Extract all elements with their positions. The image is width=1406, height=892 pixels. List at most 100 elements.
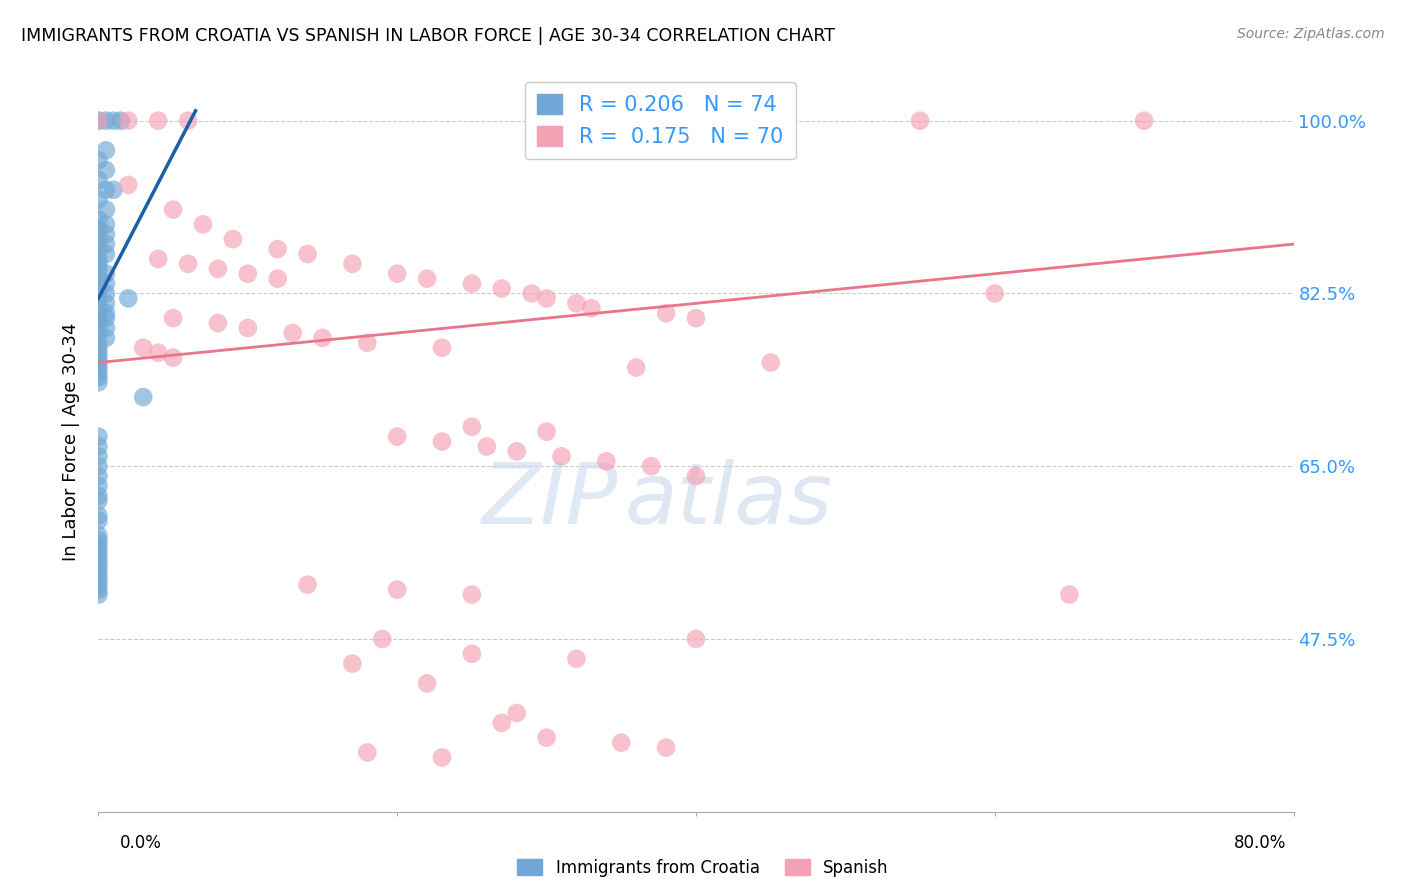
Point [222, 232, 245, 246]
Point [87, 469, 110, 483]
Point [148, 345, 170, 359]
Point [759, 355, 782, 369]
Point [87, 212, 110, 227]
Point [371, 632, 394, 646]
Point [87, 459, 110, 474]
Point [87, 548, 110, 562]
Point [148, 113, 170, 128]
Point [581, 301, 603, 316]
Point [87, 261, 110, 276]
Point [461, 588, 484, 602]
Text: 80.0%: 80.0% [1234, 834, 1286, 852]
Point [87, 366, 110, 380]
Point [87, 173, 110, 187]
Point [640, 459, 662, 474]
Point [491, 281, 513, 295]
Point [87, 582, 110, 597]
Point [103, 113, 125, 128]
Point [87, 311, 110, 326]
Point [87, 193, 110, 207]
Point [207, 261, 229, 276]
Point [87, 429, 110, 443]
Point [565, 296, 588, 310]
Point [536, 731, 558, 745]
Point [342, 257, 364, 271]
Point [626, 360, 648, 375]
Point [94, 144, 117, 158]
Point [87, 514, 110, 528]
Point [94, 267, 117, 281]
Point [297, 247, 319, 261]
Point [87, 351, 110, 365]
Point [385, 267, 409, 281]
Point [87, 316, 110, 330]
Point [87, 355, 110, 369]
Point [655, 740, 678, 755]
Point [162, 202, 184, 217]
Point [87, 479, 110, 493]
Point [416, 676, 439, 690]
Point [87, 528, 110, 542]
Point [94, 113, 117, 128]
Point [1133, 113, 1156, 128]
Text: ZIP: ZIP [482, 459, 619, 542]
Text: atlas: atlas [624, 459, 832, 542]
Point [267, 242, 290, 256]
Text: Source: ZipAtlas.com: Source: ZipAtlas.com [1237, 27, 1385, 41]
Text: 0.0%: 0.0% [120, 834, 162, 852]
Point [267, 271, 290, 285]
Point [87, 370, 110, 384]
Point [87, 341, 110, 355]
Point [94, 277, 117, 291]
Point [430, 750, 453, 764]
Point [536, 292, 558, 306]
Point [87, 113, 110, 128]
Point [148, 252, 170, 266]
Point [94, 311, 117, 326]
Point [207, 316, 229, 330]
Point [94, 163, 117, 178]
Point [610, 736, 633, 750]
Point [87, 563, 110, 577]
Point [461, 277, 484, 291]
Point [94, 202, 117, 217]
Point [87, 489, 110, 503]
Point [236, 267, 259, 281]
Point [385, 582, 409, 597]
Point [87, 543, 110, 558]
Point [177, 257, 200, 271]
Point [297, 577, 319, 591]
Point [87, 538, 110, 552]
Point [87, 242, 110, 256]
Point [87, 558, 110, 572]
Point [595, 454, 617, 468]
Point [132, 390, 155, 404]
Point [87, 335, 110, 350]
Point [87, 588, 110, 602]
Point [565, 651, 588, 665]
Point [908, 113, 931, 128]
Point [87, 271, 110, 285]
Point [191, 218, 214, 232]
Point [94, 296, 117, 310]
Point [94, 183, 117, 197]
Legend: R = 0.206   N = 74, R =  0.175   N = 70: R = 0.206 N = 74, R = 0.175 N = 70 [524, 82, 796, 160]
Point [117, 178, 139, 192]
Point [177, 113, 200, 128]
Point [87, 533, 110, 548]
Point [162, 351, 184, 365]
Point [87, 113, 110, 128]
Point [385, 429, 409, 443]
Point [416, 271, 439, 285]
Point [87, 360, 110, 375]
Point [117, 113, 139, 128]
Point [94, 306, 117, 320]
Point [87, 222, 110, 236]
Point [87, 153, 110, 168]
Point [475, 440, 498, 454]
Point [162, 311, 184, 326]
Point [110, 113, 132, 128]
Point [655, 306, 678, 320]
Point [87, 376, 110, 390]
Point [94, 237, 117, 252]
